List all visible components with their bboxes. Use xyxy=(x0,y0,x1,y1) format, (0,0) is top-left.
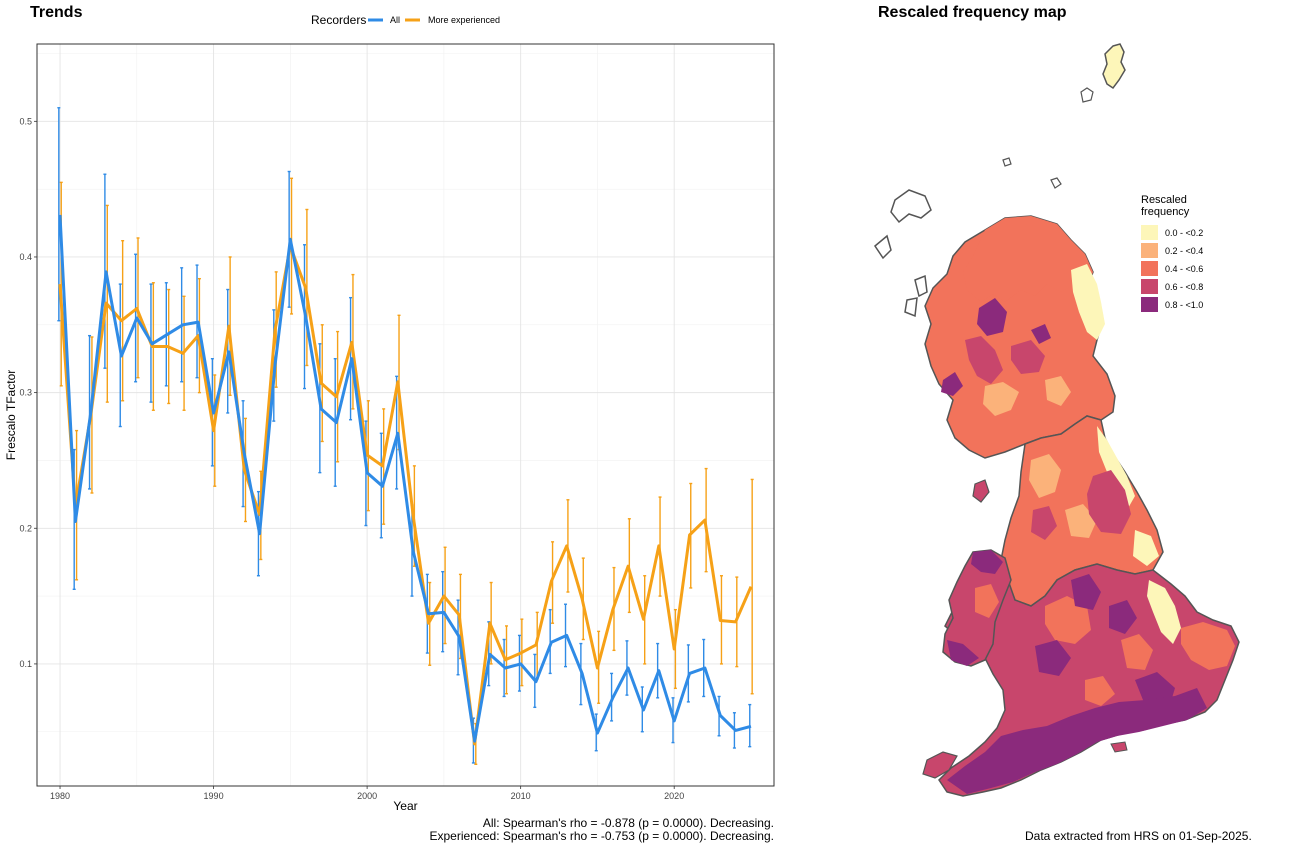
map-region-central-dark xyxy=(1035,574,1175,710)
panel-border xyxy=(36,43,775,787)
line-layer xyxy=(58,214,753,746)
map-region-isle-of-man xyxy=(972,479,990,503)
map-legend-label: 0.8 - <1.0 xyxy=(1165,299,1204,310)
map-legend-item: 0.4 - <0.6 xyxy=(1141,260,1221,277)
map-legend-label: 0.4 - <0.6 xyxy=(1165,263,1204,274)
map-legend-swatch xyxy=(1141,243,1158,258)
series-line-experienced xyxy=(58,244,753,746)
map-region-yorkshire-dark xyxy=(1031,470,1131,540)
y-tick-label: 0.3 xyxy=(19,388,32,398)
map-legend-label: 0.6 - <0.8 xyxy=(1165,281,1204,292)
map-region-southcoast-dark xyxy=(947,688,1207,794)
map-region-orkney xyxy=(1002,87,1094,189)
map-legend-item: 0.0 - <0.2 xyxy=(1141,224,1221,241)
map-legend-title-line2: frequency xyxy=(1141,206,1190,218)
map-region-east-orange xyxy=(1181,622,1235,670)
y-tick-label: 0.2 xyxy=(19,523,32,533)
x-tick-label: 2020 xyxy=(664,791,684,801)
y-tick-label: 0.4 xyxy=(19,252,32,262)
map-region-wales-dark xyxy=(947,550,1003,666)
axis-layer: 1980 1990 2000 2010 2020 0.1 0.2 0.3 0.4 0.5 xyxy=(19,116,684,801)
map-legend-swatch xyxy=(1141,261,1158,276)
map-legend-title-line1: Rescaled xyxy=(1141,194,1187,206)
map-region-east-pale xyxy=(1147,580,1181,644)
map-legend-swatch xyxy=(1141,297,1158,312)
trends-title: Trends xyxy=(30,4,83,21)
map-region-highland-dark xyxy=(941,298,1051,396)
map-region-hebrides xyxy=(874,189,932,318)
map-region-cornwall xyxy=(922,751,958,779)
map-legend: Rescaled frequency 0.0 - <0.2 0.2 - <0.4… xyxy=(1141,194,1221,313)
map-legend-item: 0.2 - <0.4 xyxy=(1141,242,1221,259)
series-line-all xyxy=(58,214,752,743)
map-legend-swatch xyxy=(1141,225,1158,240)
map-title: Rescaled frequency map xyxy=(878,4,1067,21)
map-region-shetland xyxy=(1102,43,1126,90)
map-legend-swatch xyxy=(1141,279,1158,294)
map-legend-item: 0.8 - <1.0 xyxy=(1141,296,1221,313)
x-tick-label: 1990 xyxy=(204,791,224,801)
trend-caption-experienced: Experienced: Spearman's rho = -0.753 (p … xyxy=(429,829,775,843)
map-region-isle-of-wight xyxy=(1110,741,1128,753)
x-tick-label: 1980 xyxy=(50,791,70,801)
legend-label-all: All xyxy=(390,15,400,25)
map-region-scotland-north xyxy=(963,216,1093,302)
trends-chart: 1980 1990 2000 2010 2020 0.1 0.2 0.3 0.4 0.5 Year… xyxy=(4,13,775,813)
map-region-scotland-pale xyxy=(983,376,1071,416)
y-tick-label: 0.1 xyxy=(19,659,32,669)
x-tick-label: 2010 xyxy=(511,791,531,801)
map-region-highland-mid xyxy=(965,336,1045,384)
y-tick-label: 0.5 xyxy=(19,116,32,126)
trend-caption-all: All: Spearman's rho = -0.878 (p = 0.0000… xyxy=(482,816,774,830)
grid-layer xyxy=(37,44,774,786)
legend: Recorders All More experienced xyxy=(311,13,500,27)
map-caption: Data extracted from HRS on 01-Sep-2025. xyxy=(1025,829,1252,843)
y-axis-title: Frescalo TFactor xyxy=(4,370,18,460)
map-region-north-orange xyxy=(1029,454,1097,538)
map-legend-label: 0.0 - <0.2 xyxy=(1165,227,1204,238)
frequency-map xyxy=(874,43,1240,797)
map-region-midlands-orange xyxy=(1045,596,1153,706)
map-legend-item: 0.6 - <0.8 xyxy=(1141,278,1221,295)
legend-label-experienced: More experienced xyxy=(428,15,500,25)
map-legend-label: 0.2 - <0.4 xyxy=(1165,245,1204,256)
x-tick-label: 2000 xyxy=(357,791,377,801)
map-region-northeast-pale xyxy=(1097,426,1159,566)
x-axis-title: Year xyxy=(393,799,417,813)
map-region-grampian-pale xyxy=(1071,264,1105,340)
map-region-wales-mid xyxy=(975,584,999,618)
legend-title: Recorders xyxy=(311,13,366,27)
